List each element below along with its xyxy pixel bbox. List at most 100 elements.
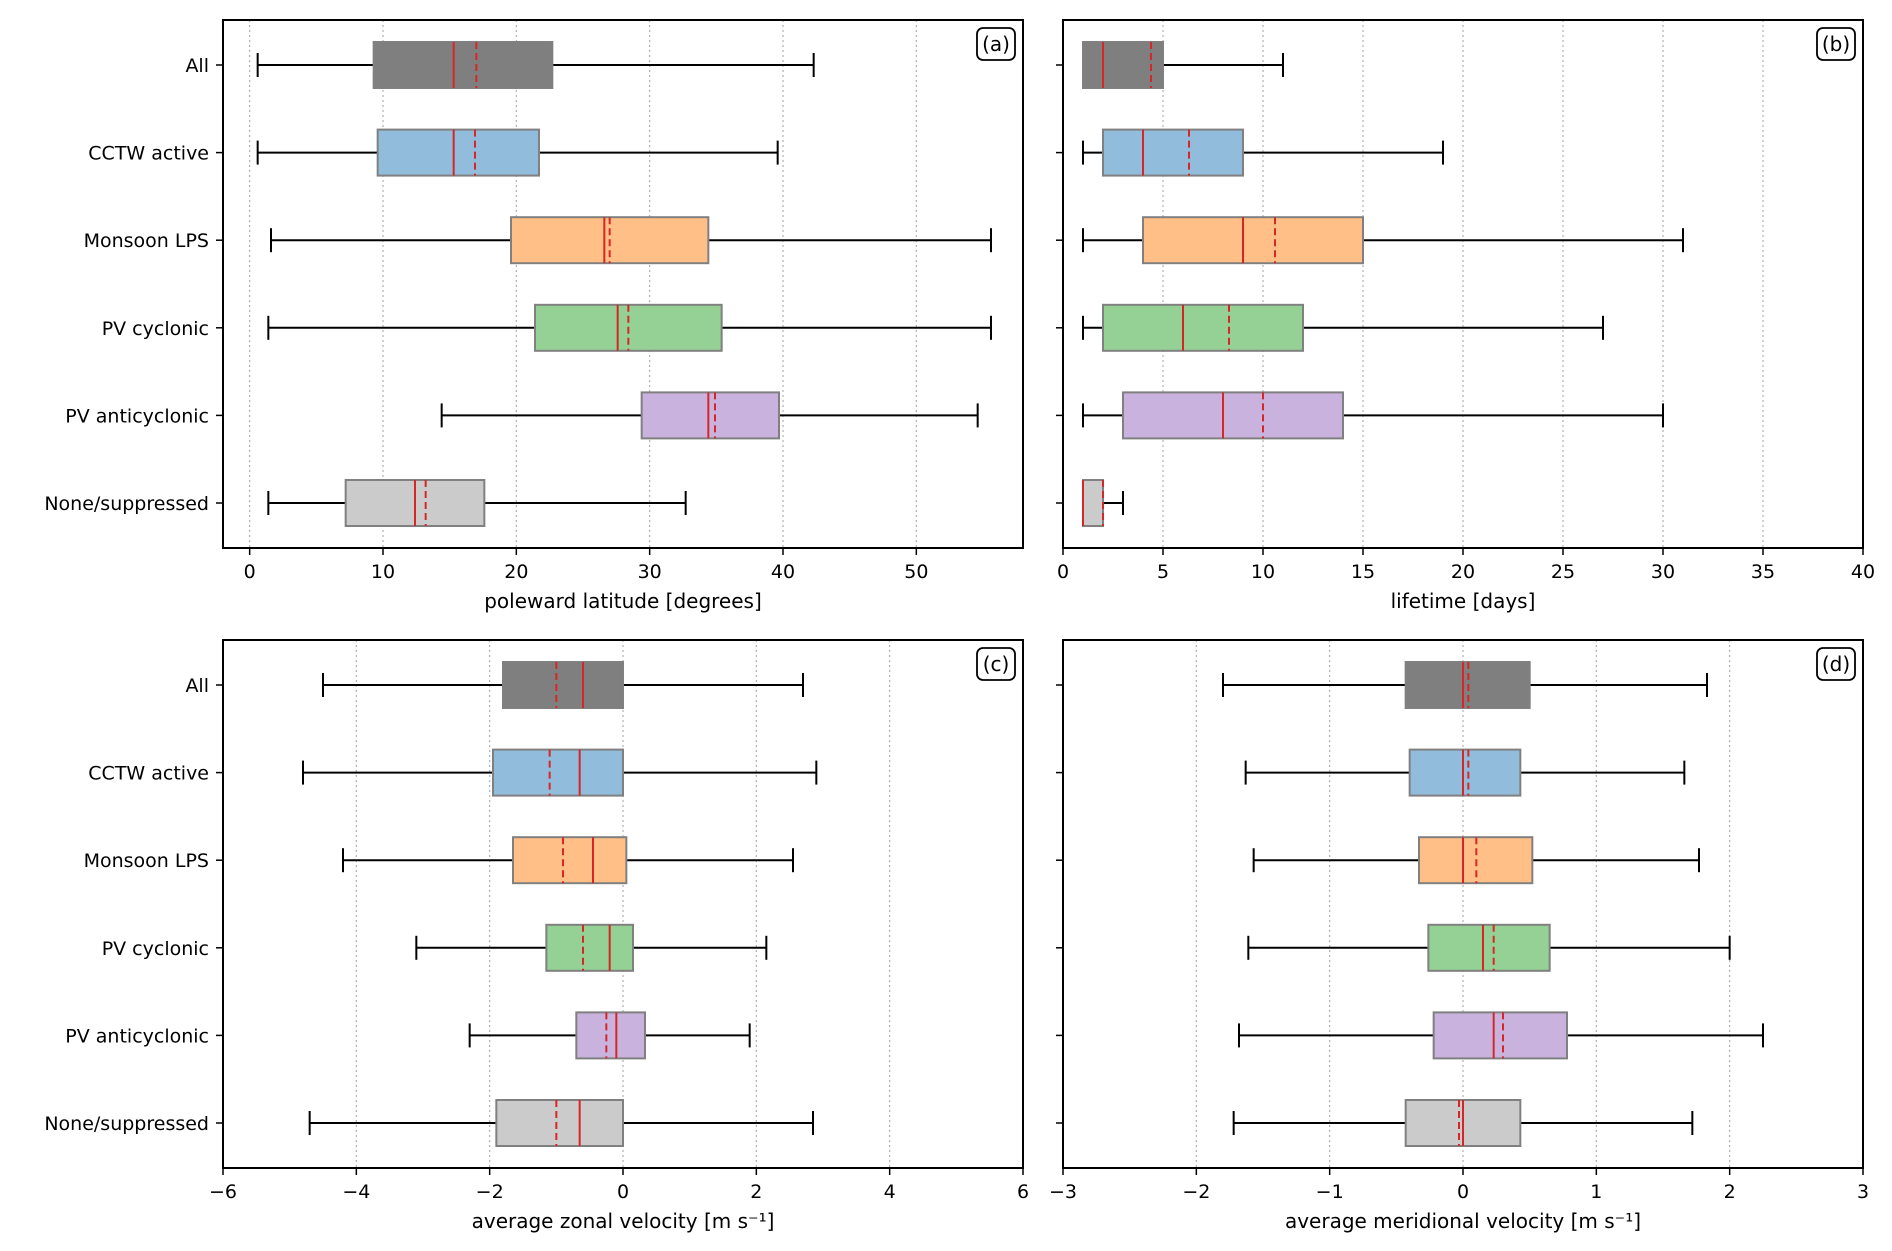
panel-a: All CCTW active Monsoon LPS PV cyclonic PV a… — [44, 19, 1024, 613]
box-pv-anticyclonic — [440, 391, 979, 440]
box-pv-anticyclonic — [468, 1011, 751, 1060]
iqr-box — [495, 1099, 625, 1147]
iqr-box — [1102, 303, 1304, 352]
box-none-suppressed — [267, 479, 687, 527]
panel-tag-box — [976, 647, 1016, 681]
box-pv-anticyclonic — [1082, 391, 1664, 440]
x-tick-label: 0 — [1057, 561, 1069, 583]
x-tick-label: 2 — [750, 1181, 762, 1203]
x-tick-label: 0 — [244, 561, 256, 583]
iqr-box — [376, 128, 540, 177]
x-tick-label: 2 — [1724, 1181, 1736, 1203]
panel-tag: (b) — [1816, 27, 1856, 61]
x-tick-label: −4 — [342, 1181, 370, 1203]
panel-d: −3 −2 −1 0 1 2 3 average meridional velocity [m… — [1049, 639, 1869, 1233]
x-tick-label: 35 — [1751, 561, 1775, 583]
iqr-box — [545, 923, 634, 972]
panel-tag-label: (c) — [983, 652, 1010, 676]
x-tick-label: 3 — [1857, 1181, 1869, 1203]
x-tick-label: 0 — [1457, 1181, 1469, 1203]
panel-tag-label: (d) — [1822, 652, 1850, 676]
box-pv-cyclonic — [1247, 923, 1731, 972]
iqr-box — [1408, 748, 1522, 797]
panel-tag: (a) — [976, 27, 1016, 61]
x-tick-label: 20 — [1451, 561, 1475, 583]
box-cctw-active — [302, 748, 818, 797]
iqr-box — [372, 41, 554, 89]
x-tick-label: 40 — [1851, 561, 1875, 583]
panel-tag-label: (a) — [982, 32, 1010, 56]
x-axis-label: average zonal velocity [m s⁻¹] — [472, 1209, 775, 1233]
iqr-box — [575, 1011, 646, 1060]
y-tick-label: PV anticyclonic — [65, 1025, 209, 1047]
iqr-box — [1142, 216, 1364, 265]
x-axis-label: average meridional velocity [m s⁻¹] — [1285, 1209, 1641, 1233]
y-tick-label: All — [185, 675, 209, 697]
x-axis-label: poleward latitude [degrees] — [484, 589, 762, 613]
panel-c: All CCTW active Monsoon LPS PV cyclonic PV a… — [44, 639, 1029, 1233]
x-tick-label: −1 — [1316, 1181, 1344, 1203]
panel-b: 0 5 10 15 20 25 30 35 40 lifetime [days] (b) — [1056, 19, 1875, 613]
panel-tag-box — [976, 27, 1016, 61]
x-tick-label: 50 — [904, 561, 928, 583]
x-tick-label: 25 — [1551, 561, 1575, 583]
x-tick-label: 6 — [1017, 1181, 1029, 1203]
box-monsoon-lps — [342, 836, 794, 885]
x-tick-label: 15 — [1351, 561, 1375, 583]
iqr-box — [640, 391, 781, 440]
box-cctw-active — [256, 128, 779, 177]
box-all — [1082, 41, 1284, 89]
panel-tag-label: (b) — [1822, 32, 1850, 56]
box-pv-cyclonic — [415, 923, 768, 972]
box-none-suppressed — [308, 1099, 814, 1147]
iqr-box — [1082, 479, 1104, 527]
x-tick-label: 10 — [1251, 561, 1275, 583]
y-tick-label: CCTW active — [88, 143, 209, 165]
axes-frame — [1062, 19, 1864, 549]
iqr-box — [512, 836, 628, 885]
y-tick-label: Monsoon LPS — [84, 850, 209, 872]
panel-tag: (d) — [1816, 647, 1856, 681]
y-tick-label: PV cyclonic — [102, 938, 209, 960]
iqr-box — [1082, 41, 1164, 89]
panel-tag: (c) — [976, 647, 1016, 681]
box-all — [322, 661, 804, 709]
box-monsoon-lps — [1082, 216, 1684, 265]
box-none-suppressed — [1232, 1099, 1694, 1147]
box-cctw-active — [1082, 128, 1444, 177]
box-pv-cyclonic — [267, 303, 992, 352]
x-tick-label: 30 — [1651, 561, 1675, 583]
y-tick-label: PV anticyclonic — [65, 405, 209, 427]
axes-frame — [1062, 639, 1864, 1169]
box-all — [256, 41, 815, 89]
iqr-box — [492, 748, 624, 797]
box-all — [1222, 661, 1708, 709]
x-tick-label: 10 — [371, 561, 395, 583]
box-cctw-active — [1244, 748, 1686, 797]
y-tick-label: All — [185, 55, 209, 77]
iqr-box — [1432, 1011, 1568, 1060]
axes-frame — [222, 19, 1024, 549]
y-tick-label: None/suppressed — [44, 1113, 209, 1135]
iqr-box — [1102, 128, 1244, 177]
box-pv-anticyclonic — [1238, 1011, 1764, 1060]
panel-tag-box — [1816, 27, 1856, 61]
x-tick-label: 40 — [771, 561, 795, 583]
x-tick-label: −2 — [476, 1181, 504, 1203]
y-tick-label: Monsoon LPS — [84, 230, 209, 252]
box-monsoon-lps — [270, 216, 992, 265]
panel-tag-box — [1816, 647, 1856, 681]
box-monsoon-lps — [1252, 836, 1700, 885]
x-tick-label: 1 — [1590, 1181, 1602, 1203]
x-tick-label: −3 — [1049, 1181, 1077, 1203]
axes-frame — [222, 639, 1024, 1169]
x-tick-label: 4 — [884, 1181, 896, 1203]
iqr-box — [502, 661, 624, 709]
y-tick-label: None/suppressed — [44, 493, 209, 515]
iqr-box — [1122, 391, 1344, 440]
x-tick-label: 0 — [617, 1181, 629, 1203]
box-none-suppressed — [1082, 479, 1124, 527]
x-tick-label: −6 — [209, 1181, 237, 1203]
iqr-box — [1427, 923, 1551, 972]
